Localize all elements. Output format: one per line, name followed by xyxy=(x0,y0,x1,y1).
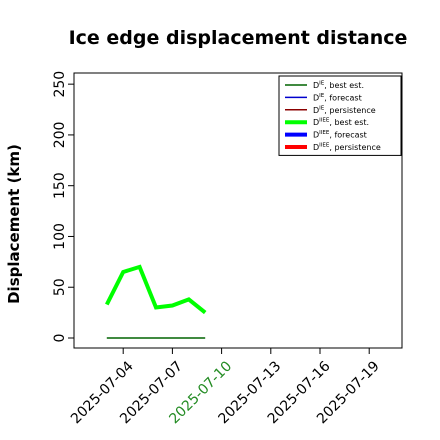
legend-entry: DIIEE, persistence xyxy=(313,143,381,153)
x-axis: 2025-07-042025-07-072025-07-102025-07-13… xyxy=(68,348,383,427)
y-tick-label: 200 xyxy=(52,122,68,149)
y-axis: 0 50 100 150 200 250 xyxy=(52,71,74,343)
legend-entry: DIIEE, forecast xyxy=(313,130,367,140)
y-tick-label: 100 xyxy=(52,223,68,250)
series-line xyxy=(105,264,207,315)
legend-box xyxy=(278,75,402,156)
plot-area xyxy=(73,72,403,349)
y-axis-label: Displacement (km) xyxy=(5,144,23,304)
legend-entry: DIE, persistence xyxy=(313,105,376,115)
y-tick-label: 50 xyxy=(52,278,68,296)
y-tick-label: 250 xyxy=(52,71,68,98)
y-tick-label: 0 xyxy=(52,334,68,343)
legend-entry: DIIEE, best est. xyxy=(313,118,369,128)
legend: DIE, best est. DIE, forecast DIE, persiste… xyxy=(278,75,402,156)
chart-title: Ice edge displacement distance xyxy=(69,27,408,49)
legend-entry: DIE, best est. xyxy=(313,81,364,91)
series-lines xyxy=(105,264,207,339)
legend-entry: DIE, forecast xyxy=(313,93,362,103)
y-tick-label: 150 xyxy=(52,172,68,199)
